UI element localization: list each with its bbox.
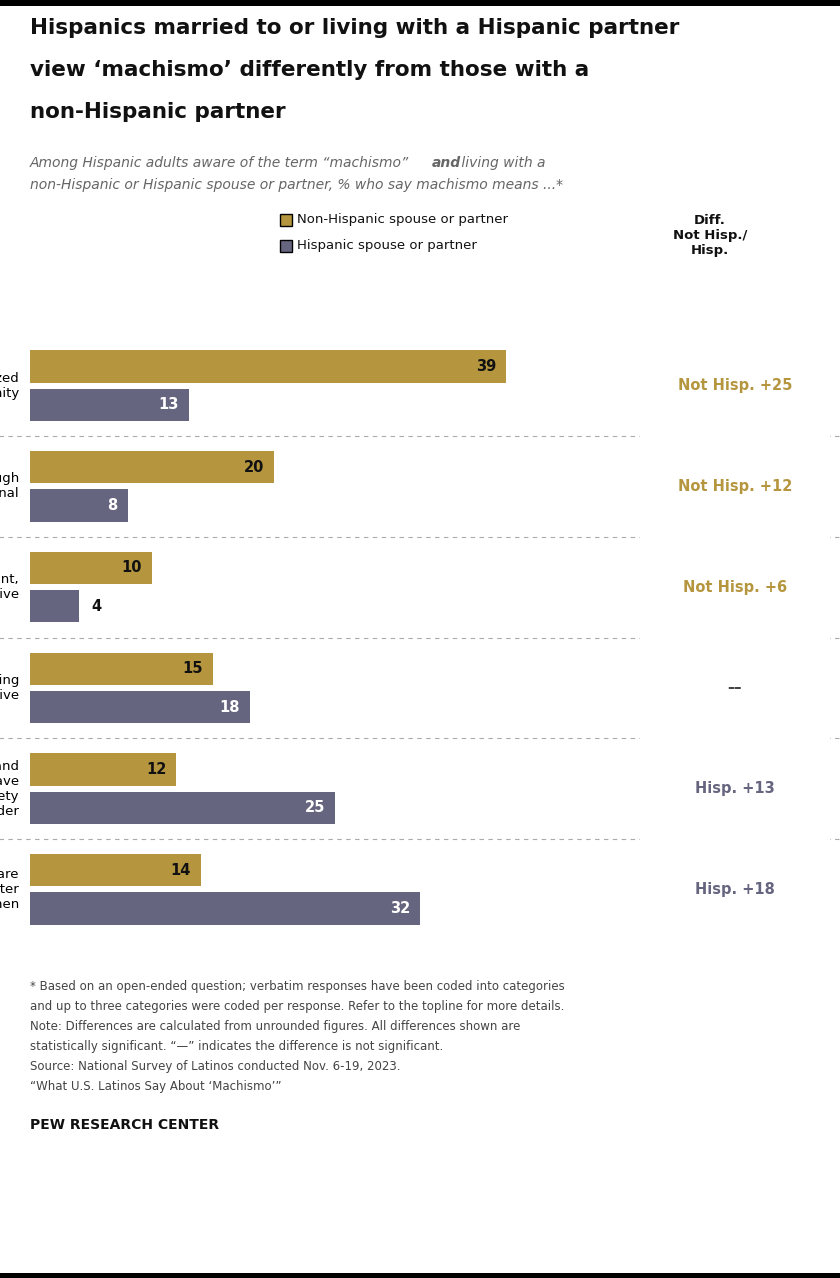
Bar [30, 552, 152, 584]
Text: Hisp. +13: Hisp. +13 [696, 781, 774, 796]
Text: 20: 20 [244, 460, 265, 474]
Bar [30, 854, 201, 887]
Bar [30, 691, 249, 723]
Text: Non-Hispanic spouse or partner: Non-Hispanic spouse or partner [297, 213, 508, 226]
Text: non-Hispanic partner: non-Hispanic partner [30, 102, 286, 121]
Text: Not Hisp. +6: Not Hisp. +6 [683, 580, 787, 594]
Text: * Based on an open-ended question; verbatim responses have been coded into categ: * Based on an open-ended question; verba… [30, 980, 564, 993]
Text: 10: 10 [122, 561, 142, 575]
Bar [30, 653, 213, 685]
Text: 39: 39 [475, 359, 496, 374]
Text: 18: 18 [219, 699, 240, 714]
Bar [30, 590, 79, 622]
Text: Hisp. +18: Hisp. +18 [695, 882, 775, 897]
Text: non-Hispanic or Hispanic spouse or partner, % who say machismo means ...*: non-Hispanic or Hispanic spouse or partn… [30, 178, 563, 192]
Text: 8: 8 [108, 498, 118, 512]
Bar [30, 892, 420, 925]
Text: and: and [432, 156, 460, 170]
Text: 32: 32 [391, 901, 411, 916]
Text: Among Hispanic adults aware of the term “machismo”: Among Hispanic adults aware of the term … [30, 156, 413, 170]
Text: 12: 12 [146, 762, 166, 777]
Text: 4: 4 [91, 599, 101, 613]
Bar [30, 489, 128, 521]
Bar [30, 754, 176, 786]
Bar [30, 350, 506, 382]
Text: PEW RESEARCH CENTER: PEW RESEARCH CENTER [30, 1118, 219, 1132]
Text: Note: Differences are calculated from unrounded figures. All differences shown a: Note: Differences are calculated from un… [30, 1020, 520, 1033]
Text: 25: 25 [305, 800, 325, 815]
Text: 14: 14 [171, 863, 191, 878]
Text: Hispanic spouse or partner: Hispanic spouse or partner [297, 239, 477, 253]
Text: Not Hisp. +12: Not Hisp. +12 [678, 479, 792, 493]
Bar [30, 791, 335, 824]
Bar [30, 389, 189, 420]
Text: Diff.
Not Hisp./
Hisp.: Diff. Not Hisp./ Hisp. [673, 213, 748, 257]
Text: Not Hisp. +25: Not Hisp. +25 [678, 378, 792, 394]
Text: Source: National Survey of Latinos conducted Nov. 6-19, 2023.: Source: National Survey of Latinos condu… [30, 1059, 401, 1074]
Text: living with a: living with a [457, 156, 545, 170]
Text: and up to three categories were coded per response. Refer to the topline for mor: and up to three categories were coded pe… [30, 999, 564, 1013]
Text: view ‘machismo’ differently from those with a: view ‘machismo’ differently from those w… [30, 60, 589, 81]
Bar [30, 451, 274, 483]
Text: 15: 15 [183, 661, 203, 676]
Text: Hispanics married to or living with a Hispanic partner: Hispanics married to or living with a Hi… [30, 18, 680, 38]
Text: ––: –– [727, 680, 743, 695]
Text: 13: 13 [159, 397, 179, 413]
Text: “What U.S. Latinos Say About ‘Machismo’”: “What U.S. Latinos Say About ‘Machismo’” [30, 1080, 281, 1093]
Text: statistically significant. “—” indicates the difference is not significant.: statistically significant. “—” indicates… [30, 1040, 444, 1053]
